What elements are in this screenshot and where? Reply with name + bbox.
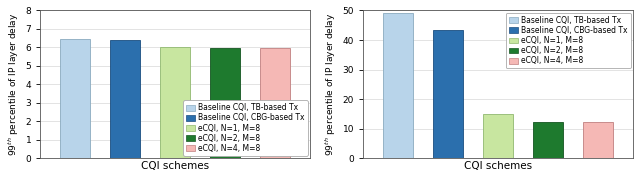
Bar	[210, 48, 240, 158]
X-axis label: CQI schemes: CQI schemes	[141, 161, 209, 171]
Bar	[583, 122, 613, 158]
Bar	[533, 122, 563, 158]
Bar	[110, 40, 140, 158]
Legend: Baseline CQI, TB-based Tx, Baseline CQI, CBG-based Tx, eCQI, N=1, M=8, eCQI, N=2: Baseline CQI, TB-based Tx, Baseline CQI,…	[183, 100, 308, 156]
Bar	[60, 39, 90, 158]
Bar	[260, 48, 290, 158]
Legend: Baseline CQI, TB-based Tx, Baseline CQI, CBG-based Tx, eCQI, N=1, M=8, eCQI, N=2: Baseline CQI, TB-based Tx, Baseline CQI,…	[506, 13, 631, 68]
Bar	[433, 30, 463, 158]
Bar	[160, 47, 190, 158]
Bar	[383, 13, 413, 158]
Bar	[483, 114, 513, 158]
Y-axis label: 99$^{th}$ percentile of IP layer delay: 99$^{th}$ percentile of IP layer delay	[7, 13, 21, 156]
X-axis label: CQI schemes: CQI schemes	[464, 161, 532, 171]
Y-axis label: 99$^{th}$ percentile of IP layer delay: 99$^{th}$ percentile of IP layer delay	[324, 13, 339, 156]
